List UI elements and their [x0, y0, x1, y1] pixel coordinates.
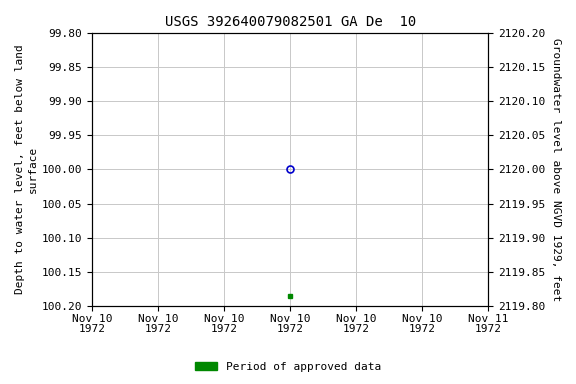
- Legend: Period of approved data: Period of approved data: [191, 358, 385, 377]
- Title: USGS 392640079082501 GA De  10: USGS 392640079082501 GA De 10: [165, 15, 416, 29]
- Y-axis label: Depth to water level, feet below land
surface: Depth to water level, feet below land su…: [15, 45, 37, 295]
- Y-axis label: Groundwater level above NGVD 1929, feet: Groundwater level above NGVD 1929, feet: [551, 38, 561, 301]
